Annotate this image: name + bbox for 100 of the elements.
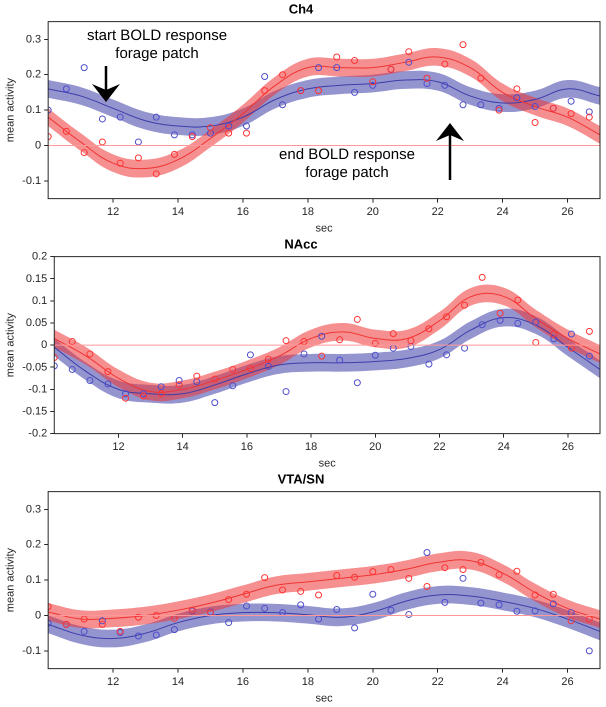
y-tick-label: -0.05 <box>22 361 48 374</box>
annotation: end BOLD response forage patch <box>278 146 416 182</box>
point <box>80 616 88 623</box>
point <box>568 617 575 624</box>
point <box>282 337 290 344</box>
point <box>152 612 160 619</box>
x-tick-label: 26 <box>561 676 574 688</box>
x-tick-label: 16 <box>240 441 254 454</box>
point <box>62 128 70 135</box>
point <box>478 321 486 328</box>
x-tick-label: 20 <box>369 441 382 454</box>
point <box>211 376 218 383</box>
x-tick-label: 24 <box>496 676 509 688</box>
point <box>513 608 520 615</box>
point <box>134 632 142 640</box>
point <box>460 574 467 582</box>
y-tick-label: 0.05 <box>26 317 48 330</box>
point <box>170 131 178 138</box>
line-series <box>48 594 600 640</box>
point <box>387 566 394 573</box>
point <box>514 320 522 327</box>
point <box>134 138 142 146</box>
point <box>86 350 94 358</box>
y-tick-label: -0.2 <box>28 428 48 440</box>
point <box>242 590 250 598</box>
point <box>170 626 178 634</box>
point <box>193 372 200 380</box>
point <box>242 602 250 610</box>
point <box>170 150 178 158</box>
x-tick-label: 14 <box>172 206 184 218</box>
x-tick-label: 20 <box>366 206 379 218</box>
x-tick-label: 22 <box>432 676 444 688</box>
point <box>122 390 130 398</box>
point <box>176 377 183 384</box>
point <box>443 351 450 358</box>
point <box>104 368 112 376</box>
x-tick-label: 14 <box>172 676 184 688</box>
point <box>318 352 326 360</box>
point <box>423 74 430 82</box>
y-tick-label: 0.2 <box>26 68 42 81</box>
point <box>279 101 286 108</box>
point <box>297 601 304 608</box>
point <box>98 138 106 146</box>
y-tick-label: -0.1 <box>28 383 48 396</box>
x-tick-label: 20 <box>366 676 379 688</box>
point <box>423 582 430 590</box>
point <box>387 606 394 614</box>
point <box>206 124 214 132</box>
point <box>532 338 540 346</box>
point <box>351 57 358 64</box>
point <box>496 316 504 324</box>
point <box>423 80 430 88</box>
point <box>300 350 308 358</box>
point <box>333 54 340 60</box>
x-axis-title: sec <box>316 692 334 704</box>
point <box>586 647 593 654</box>
point <box>140 390 148 398</box>
x-tick-label: 22 <box>432 206 444 218</box>
point <box>369 568 376 576</box>
point <box>405 48 412 56</box>
point <box>550 600 557 608</box>
x-axis-title: sec <box>316 222 334 234</box>
point <box>461 302 468 309</box>
point <box>550 590 557 598</box>
point <box>225 122 232 130</box>
point <box>242 130 250 137</box>
y-tick-label: 0.3 <box>26 33 42 46</box>
annotation: start BOLD response forage patch <box>86 27 228 63</box>
point <box>333 64 340 72</box>
point <box>176 381 183 388</box>
point <box>461 344 468 352</box>
point <box>261 72 268 80</box>
point <box>369 82 376 89</box>
point <box>315 616 322 623</box>
point <box>68 338 76 346</box>
point <box>152 170 160 178</box>
point <box>229 382 236 390</box>
point <box>568 344 575 352</box>
point <box>264 362 272 370</box>
y-tick-label: -0.1 <box>22 644 42 657</box>
point <box>80 628 88 635</box>
point <box>568 609 575 616</box>
point <box>225 130 232 137</box>
point <box>225 619 232 626</box>
point <box>116 114 124 121</box>
point <box>225 596 232 604</box>
y-tick-label: 0.2 <box>26 538 42 551</box>
point <box>496 601 503 608</box>
point <box>477 101 484 108</box>
x-tick-label: 26 <box>561 206 574 218</box>
point <box>98 115 106 122</box>
point <box>261 604 268 612</box>
point <box>550 335 558 342</box>
y-tick-label: -0.15 <box>22 406 48 418</box>
point <box>443 313 450 320</box>
point <box>98 620 106 628</box>
x-axis-title: sec <box>318 457 336 470</box>
point <box>98 617 106 624</box>
point <box>513 94 520 102</box>
point <box>586 328 593 335</box>
